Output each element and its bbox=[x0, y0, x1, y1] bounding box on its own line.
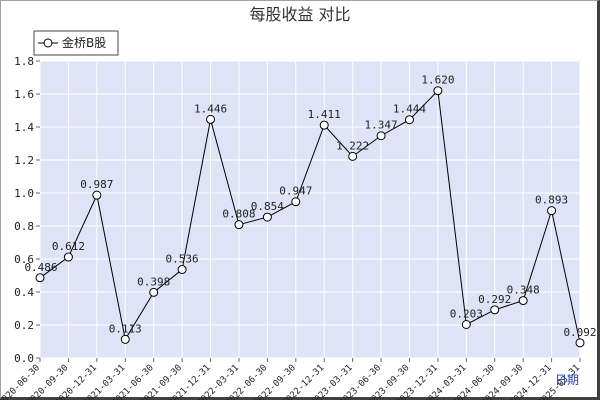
y-axis: 0.0 0.2 0.4 0.6 0.8 1.0 1.2 1.4 1.6 1.8 bbox=[14, 55, 40, 365]
y-tick-label: 1.6 bbox=[14, 88, 34, 101]
data-label: 1.222 bbox=[336, 139, 369, 152]
data-point[interactable] bbox=[348, 151, 358, 161]
data-point[interactable] bbox=[490, 305, 500, 315]
gridlines bbox=[39, 60, 581, 359]
y-tick-label: 0.4 bbox=[14, 286, 34, 299]
data-label: 0.987 bbox=[80, 178, 113, 191]
y-tick-label: 1.2 bbox=[14, 154, 34, 167]
y-tick-label: 0.8 bbox=[14, 220, 34, 233]
y-tick-label: 0.6 bbox=[14, 253, 34, 266]
data-label: 1.347 bbox=[364, 119, 397, 132]
legend[interactable]: 金桥B股 bbox=[33, 30, 119, 56]
data-point[interactable] bbox=[376, 131, 386, 141]
data-point[interactable] bbox=[177, 265, 187, 275]
data-point[interactable] bbox=[461, 320, 471, 330]
y-tick-label: 1.8 bbox=[14, 55, 34, 68]
data-label: 1.411 bbox=[308, 108, 341, 121]
data-point[interactable] bbox=[518, 296, 528, 306]
data-label: 0.113 bbox=[109, 322, 142, 335]
plot-area bbox=[39, 60, 581, 359]
data-label: 0.808 bbox=[222, 208, 255, 221]
data-point[interactable] bbox=[319, 120, 329, 130]
data-label: 0.893 bbox=[535, 194, 568, 207]
y-tick-label: 0.2 bbox=[14, 319, 34, 332]
data-label: 0.854 bbox=[251, 200, 284, 213]
data-label: 0.486 bbox=[24, 261, 57, 274]
data-label: 0.947 bbox=[279, 185, 312, 198]
data-point[interactable] bbox=[404, 115, 414, 125]
data-point[interactable] bbox=[262, 212, 272, 222]
data-point[interactable] bbox=[149, 287, 159, 297]
series-line bbox=[39, 89, 581, 343]
data-point[interactable] bbox=[206, 114, 216, 124]
data-label: 1.444 bbox=[393, 103, 426, 116]
data-point[interactable] bbox=[92, 190, 102, 200]
legend-label: 金桥B股 bbox=[62, 35, 106, 50]
data-point[interactable] bbox=[234, 220, 244, 230]
x-axis: 2020-06-302020-09-302020-12-312021-03-31… bbox=[0, 358, 582, 400]
data-label: 1.620 bbox=[421, 74, 454, 87]
x-axis-label: 日期 bbox=[555, 373, 579, 387]
y-tick-label: 0.0 bbox=[14, 352, 34, 365]
data-label: 0.292 bbox=[478, 293, 511, 306]
data-label: 0.203 bbox=[450, 308, 483, 321]
chart-title: 每股收益 对比 bbox=[249, 5, 350, 24]
data-label: 0.092 bbox=[563, 326, 596, 339]
data-point[interactable] bbox=[575, 338, 585, 348]
legend-marker-icon bbox=[43, 38, 53, 48]
data-point[interactable] bbox=[63, 252, 73, 262]
data-label: 0.398 bbox=[137, 275, 170, 288]
data-label: 0.612 bbox=[52, 240, 85, 253]
data-label: 0.536 bbox=[166, 253, 199, 266]
y-tick-label: 1.0 bbox=[14, 187, 34, 200]
data-point[interactable] bbox=[547, 206, 557, 216]
data-label: 1.446 bbox=[194, 102, 227, 115]
y-tick-label: 1.4 bbox=[14, 121, 34, 134]
data-label: 0.348 bbox=[507, 284, 540, 297]
data-point[interactable] bbox=[291, 197, 301, 207]
series-layer: 0.486 0.612 0.987 0.113 0.398 0.536 1.446 0.808… bbox=[24, 74, 597, 348]
data-point[interactable] bbox=[35, 273, 45, 283]
data-point[interactable] bbox=[433, 86, 443, 96]
data-point[interactable] bbox=[120, 334, 130, 344]
